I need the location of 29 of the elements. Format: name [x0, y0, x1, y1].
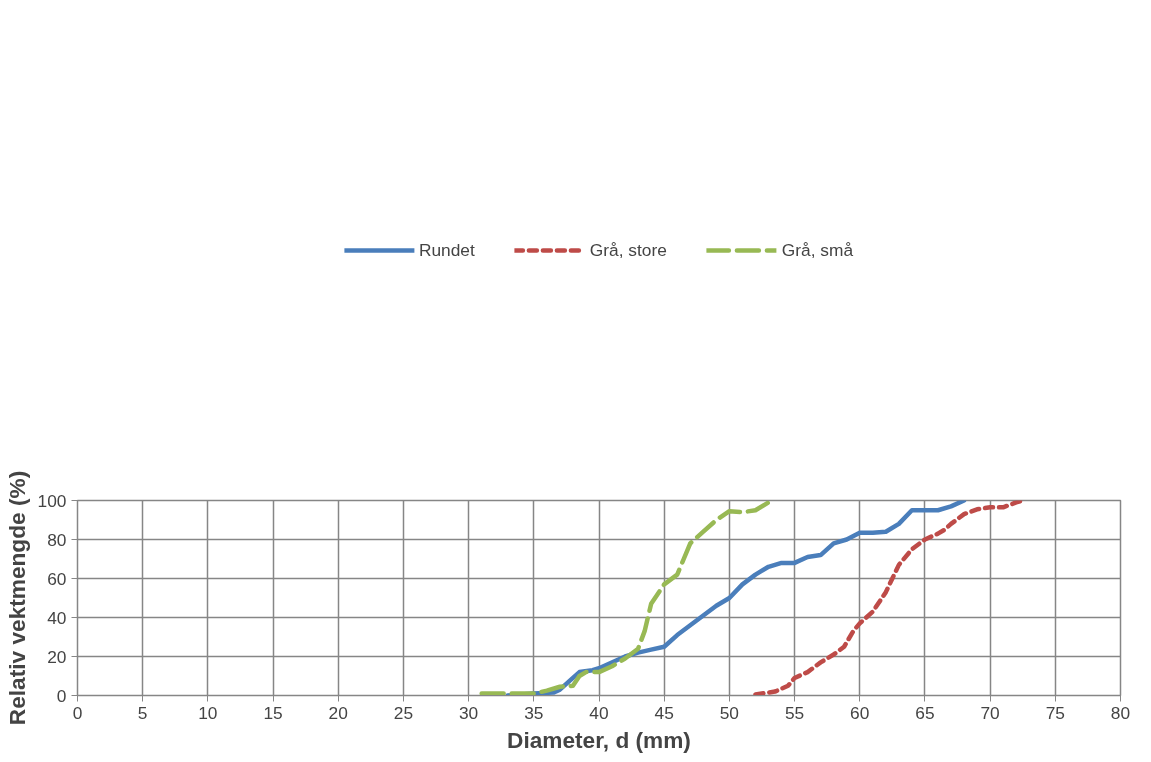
y-tick-label: 100: [37, 490, 67, 511]
y-tick-label: 0: [56, 685, 67, 706]
x-tick-label: 20: [328, 702, 348, 723]
y-tick-label: 40: [47, 607, 67, 628]
y-tick-label: 60: [47, 568, 67, 589]
legend-label: Grå, små: [781, 239, 854, 261]
x-tick-label: 15: [263, 702, 283, 723]
x-tick-label: 55: [784, 702, 805, 723]
x-tick-label: 65: [915, 702, 935, 723]
y-tick-label: 80: [47, 529, 67, 550]
x-tick-label: 60: [850, 702, 870, 723]
y-axis-title: Relativ vektmengde (%): [3, 470, 30, 726]
x-tick-label: 40: [589, 702, 609, 723]
legend-label: Grå, store: [589, 239, 667, 261]
x-tick-label: 80: [1110, 702, 1131, 723]
x-tick-label: 0: [72, 702, 83, 723]
x-tick-label: 10: [198, 702, 218, 723]
x-tick-label: 45: [654, 702, 674, 723]
line-series: [753, 500, 1025, 696]
x-tick-label: 30: [458, 702, 479, 723]
x-axis-title: Diameter, d (mm): [507, 726, 691, 753]
x-tick-label: 70: [980, 702, 1000, 723]
x-tick-label: 35: [524, 702, 544, 723]
x-tick-label: 50: [719, 702, 740, 723]
x-tick-label: 5: [137, 702, 148, 723]
x-tick-label: 75: [1045, 702, 1065, 723]
legend-label: Rundet: [418, 239, 475, 261]
y-tick-label: 20: [47, 646, 67, 667]
x-tick-label: 25: [393, 702, 414, 723]
